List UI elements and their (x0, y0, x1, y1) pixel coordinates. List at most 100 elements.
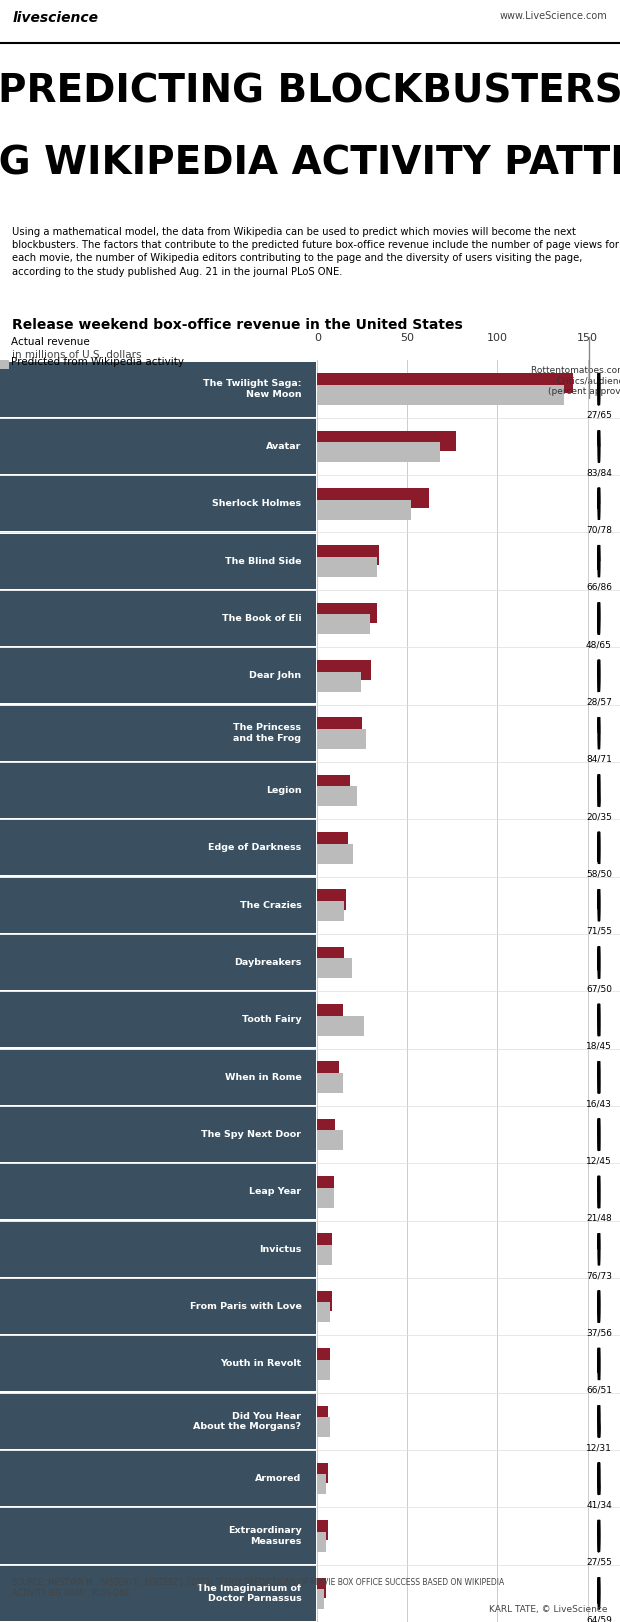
Text: Release weekend box-office revenue in the United States: Release weekend box-office revenue in th… (12, 318, 463, 331)
FancyBboxPatch shape (0, 1280, 316, 1335)
Text: 20/35: 20/35 (586, 813, 612, 821)
Bar (317, 1578, 326, 1598)
Text: 12/31: 12/31 (586, 1444, 612, 1452)
Wedge shape (598, 1405, 599, 1437)
Bar (317, 1176, 334, 1195)
Bar (317, 1520, 328, 1541)
Wedge shape (599, 774, 600, 806)
Wedge shape (598, 373, 599, 406)
Text: 18/45: 18/45 (586, 1041, 612, 1051)
FancyBboxPatch shape (0, 1337, 316, 1392)
Text: 67/50: 67/50 (586, 985, 612, 993)
FancyBboxPatch shape (0, 1452, 316, 1507)
Text: Dear John: Dear John (249, 672, 301, 680)
Bar (317, 672, 361, 691)
Bar (317, 1233, 332, 1254)
Text: Did You Hear
About the Morgans?: Did You Hear About the Morgans? (193, 1411, 301, 1431)
Text: SOURCE: MESTYÁN M., YASSERI T., KERTÉSZ J. (2013) "EARLY PREDICTIONS OF MOVIE BO: SOURCE: MESTYÁN M., YASSERI T., KERTÉSZ … (12, 1577, 505, 1598)
Bar (317, 1119, 335, 1139)
FancyBboxPatch shape (0, 534, 316, 589)
Text: The Crazies: The Crazies (239, 900, 301, 910)
Bar (317, 1359, 330, 1380)
Wedge shape (598, 1004, 599, 1036)
FancyBboxPatch shape (0, 649, 316, 704)
Text: USING WIKIPEDIA ACTIVITY PATTERNS: USING WIKIPEDIA ACTIVITY PATTERNS (0, 144, 620, 182)
Text: 71/55: 71/55 (586, 928, 612, 936)
Text: Youth in Revolt: Youth in Revolt (220, 1359, 301, 1369)
Wedge shape (598, 774, 599, 806)
Bar (317, 1291, 332, 1311)
Wedge shape (598, 1119, 599, 1150)
Text: 58/50: 58/50 (586, 869, 612, 879)
Bar (317, 775, 350, 795)
Wedge shape (599, 1119, 600, 1150)
Bar (317, 1246, 332, 1265)
FancyBboxPatch shape (0, 355, 9, 370)
Bar (317, 1015, 364, 1036)
Bar (317, 717, 362, 738)
Bar (317, 556, 377, 577)
FancyBboxPatch shape (0, 334, 9, 349)
Text: Invictus: Invictus (259, 1244, 301, 1254)
Bar (317, 889, 346, 910)
Bar (317, 660, 371, 680)
Text: 16/43: 16/43 (586, 1100, 612, 1108)
Bar (317, 1418, 330, 1437)
Bar (317, 615, 370, 634)
Text: The Imaginarium of
Doctor Parnassus: The Imaginarium of Doctor Parnassus (197, 1583, 301, 1603)
Text: PREDICTING BLOCKBUSTERS: PREDICTING BLOCKBUSTERS (0, 71, 620, 110)
Bar (317, 843, 353, 863)
Text: The Spy Next Door: The Spy Next Door (202, 1131, 301, 1139)
FancyBboxPatch shape (0, 590, 316, 646)
Text: Predicted from Wikipedia activity: Predicted from Wikipedia activity (11, 357, 184, 367)
Bar (317, 1187, 334, 1208)
Bar (317, 947, 344, 967)
Text: www.LiveScience.com: www.LiveScience.com (500, 11, 608, 21)
Bar (317, 384, 564, 406)
Bar (317, 959, 352, 978)
Text: 50: 50 (401, 333, 414, 344)
Bar (317, 1348, 330, 1369)
FancyBboxPatch shape (0, 1565, 316, 1620)
FancyBboxPatch shape (0, 706, 316, 761)
FancyBboxPatch shape (0, 821, 316, 876)
FancyBboxPatch shape (0, 418, 316, 474)
Bar (317, 603, 377, 623)
Text: The Princess
and the Frog: The Princess and the Frog (233, 723, 301, 743)
Bar (317, 443, 440, 462)
FancyBboxPatch shape (0, 1221, 316, 1277)
Text: Avatar: Avatar (266, 441, 301, 451)
Text: When in Rome: When in Rome (224, 1072, 301, 1082)
Text: 21/48: 21/48 (586, 1213, 612, 1223)
Bar (317, 373, 573, 394)
Text: The Blind Side: The Blind Side (225, 556, 301, 566)
Bar (317, 787, 357, 806)
Text: 27/55: 27/55 (586, 1557, 612, 1567)
Text: 70/78: 70/78 (586, 526, 612, 535)
Bar (317, 1590, 324, 1609)
Bar (317, 832, 348, 852)
Text: From Paris with Love: From Paris with Love (190, 1302, 301, 1311)
Wedge shape (598, 1176, 599, 1208)
Text: Extraordinary
Measures: Extraordinary Measures (228, 1526, 301, 1546)
Bar (317, 1072, 342, 1093)
Bar (317, 488, 429, 508)
Wedge shape (599, 1061, 600, 1093)
Text: 27/65: 27/65 (586, 410, 612, 420)
FancyBboxPatch shape (0, 477, 316, 532)
Text: 12/45: 12/45 (586, 1156, 612, 1165)
Text: 28/57: 28/57 (586, 697, 612, 707)
Text: 84/71: 84/71 (586, 754, 612, 764)
Bar (317, 545, 379, 566)
Wedge shape (598, 1520, 599, 1552)
Bar (317, 728, 366, 749)
Text: 41/34: 41/34 (586, 1500, 612, 1510)
Bar (317, 1474, 326, 1494)
Bar (317, 431, 456, 451)
Text: Armored: Armored (255, 1474, 301, 1483)
FancyBboxPatch shape (0, 1393, 316, 1448)
Text: Actual revenue: Actual revenue (11, 336, 89, 347)
Wedge shape (598, 660, 599, 693)
FancyBboxPatch shape (0, 934, 316, 989)
Bar (317, 500, 411, 519)
